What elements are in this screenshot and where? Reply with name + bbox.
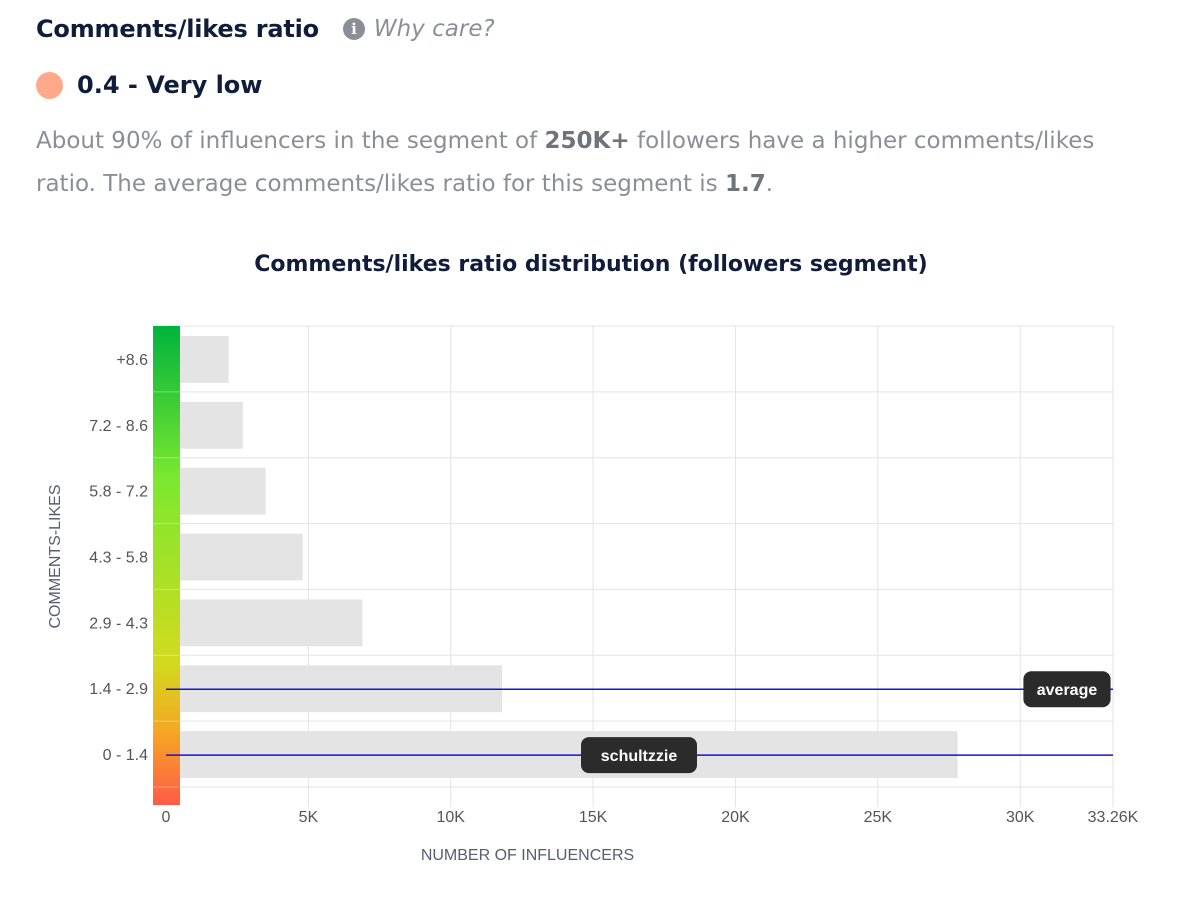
header: Comments/likes ratio i Why care? (36, 12, 495, 46)
y-tick-labels: +8.6 7.2 - 8.6 5.8 - 7.2 4.3 - 5.8 2.9 - 4.3… (89, 352, 148, 764)
bar (166, 599, 363, 647)
description: About 90% of influencers in the segment … (36, 120, 1146, 206)
color-scale (153, 326, 180, 805)
y-axis-label: COMMENTS-LIKES (47, 484, 64, 628)
x-tick-label: 20K (721, 809, 750, 826)
chart-title: Comments/likes ratio distribution (follo… (254, 252, 928, 277)
marker-label-bg (581, 737, 697, 774)
marker-label-bg (1023, 671, 1111, 708)
description-text-3: . (765, 171, 774, 197)
marker-label: schultzzie (601, 748, 678, 765)
bar (166, 533, 303, 581)
y-tick-label: 1.4 - 2.9 (89, 681, 148, 698)
y-tick-label: +8.6 (116, 352, 148, 369)
color-scale-bar (153, 326, 180, 805)
score-label: 0.4 - Very low (77, 71, 263, 99)
x-axis-label: NUMBER OF INFLUENCERS (421, 847, 634, 864)
bars (166, 336, 958, 778)
x-tick-label: 33.26K (1088, 809, 1139, 826)
x-tick-labels: 0 5K 10K 15K 20K 25K 30K 33.26K (162, 809, 1139, 826)
x-tick-label: 30K (1006, 809, 1035, 826)
info-icon[interactable]: i (342, 18, 365, 40)
marker-label: average (1037, 682, 1098, 699)
score-row: 0.4 - Very low (36, 68, 262, 102)
y-tick-label: 4.3 - 5.8 (89, 550, 148, 567)
y-tick-label: 2.9 - 4.3 (89, 615, 148, 632)
section-title: Comments/likes ratio (36, 15, 319, 43)
description-average: 1.7 (724, 171, 766, 197)
y-tick-label: 7.2 - 8.6 (89, 418, 148, 435)
x-tick-label: 0 (162, 809, 171, 826)
x-tick-label: 15K (579, 809, 608, 826)
x-tick-label: 5K (299, 809, 319, 826)
markers: average schultzzie (166, 671, 1113, 774)
description-text-2: followers have a higher comments/likes r… (36, 128, 1095, 197)
x-tick-label: 10K (436, 809, 465, 826)
x-tick-label: 25K (864, 809, 893, 826)
bar (166, 467, 266, 515)
description-text-1: About 90% of influencers in the segment … (36, 128, 545, 154)
why-care-label[interactable]: Why care? (373, 16, 495, 42)
y-tick-label: 0 - 1.4 (103, 747, 148, 764)
description-segment: 250K+ (544, 128, 630, 154)
score-status-dot (36, 71, 63, 99)
why-care-link[interactable]: i Why care? (342, 16, 495, 42)
y-tick-label: 5.8 - 7.2 (89, 484, 148, 501)
